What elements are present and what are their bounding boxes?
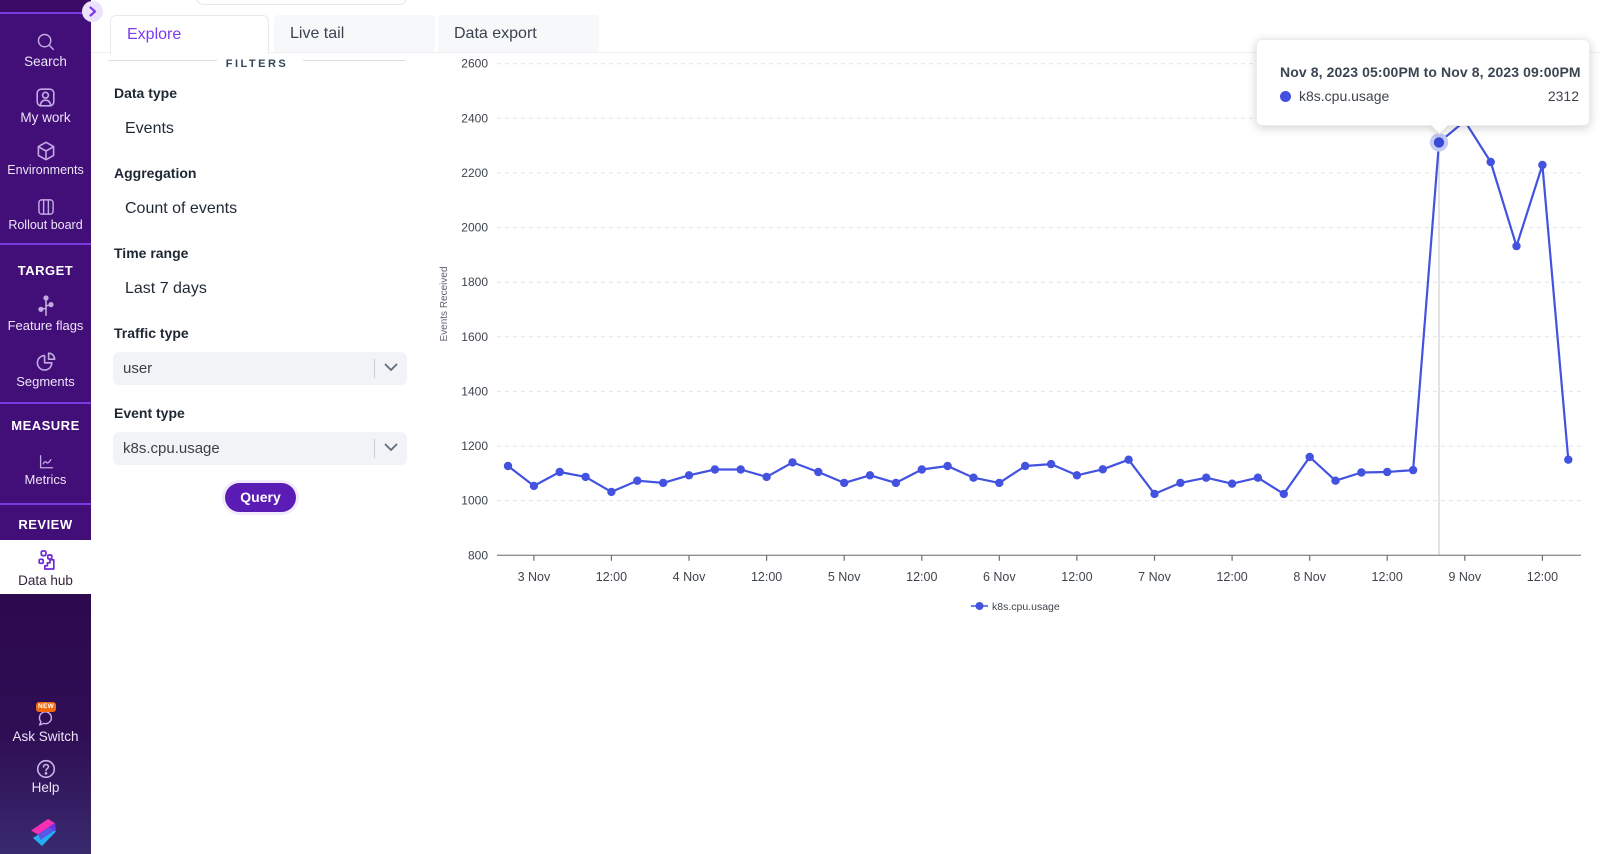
- svg-text:1600: 1600: [461, 330, 488, 344]
- svg-text:7 Nov: 7 Nov: [1138, 570, 1171, 584]
- svg-text:2400: 2400: [461, 111, 488, 125]
- svg-text:9 Nov: 9 Nov: [1448, 570, 1481, 584]
- svg-text:12:00: 12:00: [751, 570, 782, 584]
- svg-text:2200: 2200: [461, 166, 488, 180]
- svg-text:1000: 1000: [461, 494, 488, 508]
- svg-text:1200: 1200: [461, 439, 488, 453]
- svg-text:6 Nov: 6 Nov: [983, 570, 1016, 584]
- svg-text:12:00: 12:00: [596, 570, 627, 584]
- svg-text:Events Received: Events Received: [439, 266, 450, 341]
- svg-text:8 Nov: 8 Nov: [1293, 570, 1326, 584]
- svg-text:12:00: 12:00: [906, 570, 937, 584]
- svg-text:4 Nov: 4 Nov: [673, 570, 706, 584]
- svg-text:1800: 1800: [461, 275, 488, 289]
- svg-text:2000: 2000: [461, 221, 488, 235]
- svg-text:2600: 2600: [461, 57, 488, 71]
- svg-text:12:00: 12:00: [1372, 570, 1403, 584]
- svg-text:1400: 1400: [461, 384, 488, 398]
- svg-text:12:00: 12:00: [1216, 570, 1247, 584]
- svg-text:12:00: 12:00: [1527, 570, 1558, 584]
- svg-text:800: 800: [468, 548, 488, 562]
- svg-text:5 Nov: 5 Nov: [828, 570, 861, 584]
- svg-text:k8s.cpu.usage: k8s.cpu.usage: [992, 601, 1060, 613]
- svg-text:3 Nov: 3 Nov: [518, 570, 551, 584]
- svg-text:12:00: 12:00: [1061, 570, 1092, 584]
